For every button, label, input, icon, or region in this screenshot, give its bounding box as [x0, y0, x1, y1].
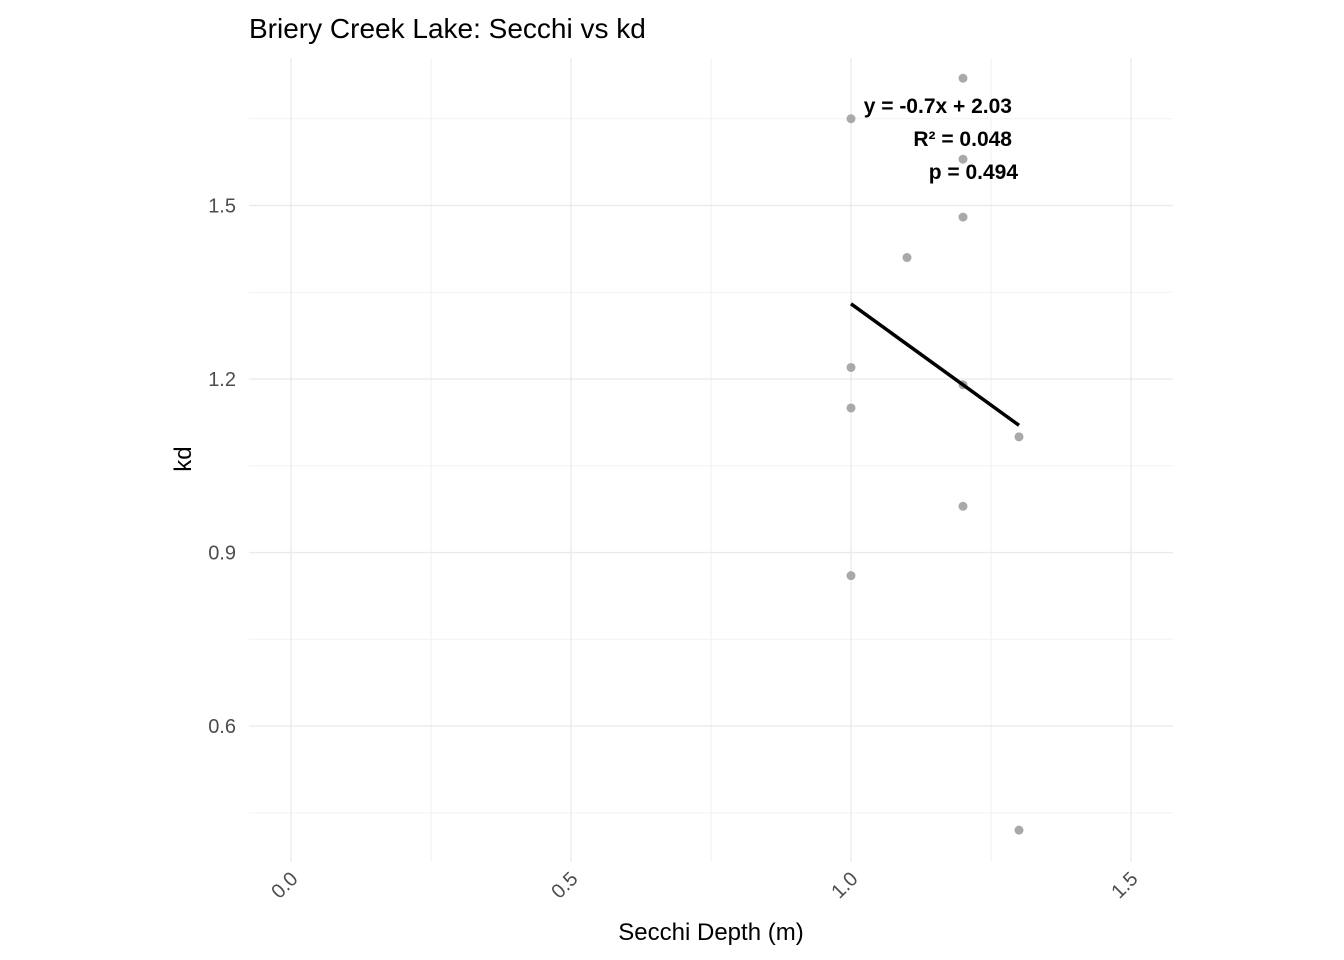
y-tick-label: 0.6	[208, 716, 236, 738]
data-point	[902, 253, 912, 263]
y-tick-label: 1.5	[208, 195, 236, 217]
data-point	[846, 403, 856, 413]
data-point	[958, 154, 968, 164]
x-tick-label: 0.5	[547, 868, 582, 903]
data-point	[1014, 825, 1024, 835]
annotation-r-squared: R² = 0.048	[913, 128, 1012, 151]
data-points	[846, 73, 1024, 835]
regression-line-group	[849, 302, 1021, 427]
data-point	[846, 362, 856, 372]
y-tick-label: 1.2	[208, 369, 236, 391]
annotation-p-value: p = 0.494	[929, 161, 1019, 184]
y-tick-label: 0.9	[208, 543, 236, 565]
x-tick-label: 0.0	[267, 868, 302, 903]
data-point	[958, 212, 968, 222]
chart-title: Briery Creek Lake: Secchi vs kd	[249, 13, 646, 44]
x-tick-label: 1.0	[827, 868, 862, 903]
data-point	[958, 501, 968, 511]
grid	[249, 58, 1173, 862]
data-point	[846, 114, 856, 124]
y-axis-title: kd	[170, 446, 197, 471]
x-tick-label: 1.5	[1107, 868, 1142, 903]
x-axis-title: Secchi Depth (m)	[618, 919, 803, 946]
annotation-equation: y = -0.7x + 2.03	[864, 95, 1012, 118]
regression-annotation: y = -0.7x + 2.03 R² = 0.048 p = 0.494	[864, 95, 1019, 184]
data-point	[1014, 432, 1024, 442]
data-point	[958, 73, 968, 83]
regression-line	[849, 302, 1021, 427]
axis-ticks: 0.0 0.5 1.0 1.5 0.6 0.9 1.2 1.5	[208, 195, 1142, 903]
data-point	[846, 571, 856, 581]
